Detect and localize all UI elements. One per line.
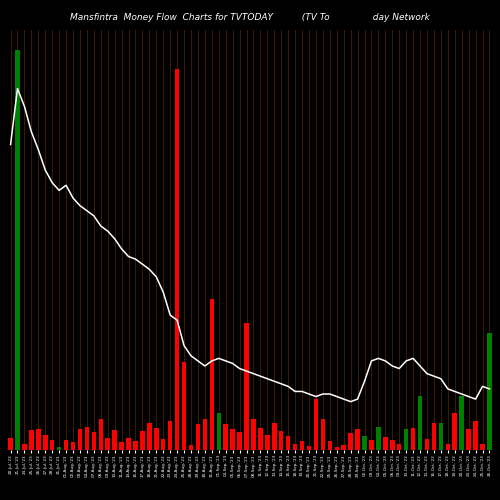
Bar — [147, 422, 152, 450]
Bar — [474, 420, 478, 450]
Bar — [112, 430, 117, 450]
Bar — [320, 418, 325, 450]
Bar — [480, 444, 485, 450]
Bar — [216, 413, 221, 450]
Bar — [438, 422, 443, 450]
Text: Mansfintra  Money Flow  Charts for TVTODAY          (TV To               day Net: Mansfintra Money Flow Charts for TVTODAY… — [70, 12, 430, 22]
Bar — [244, 323, 249, 450]
Bar — [202, 418, 207, 450]
Bar — [120, 442, 124, 450]
Bar — [328, 441, 332, 450]
Bar — [230, 430, 235, 450]
Bar — [390, 440, 394, 450]
Bar — [71, 442, 76, 450]
Bar — [397, 444, 402, 450]
Bar — [182, 362, 186, 450]
Bar — [189, 445, 194, 450]
Bar — [106, 438, 110, 450]
Bar — [487, 333, 492, 450]
Bar — [369, 440, 374, 450]
Bar — [418, 396, 422, 450]
Bar — [210, 298, 214, 450]
Bar — [78, 428, 82, 450]
Bar — [29, 430, 34, 450]
Bar — [466, 428, 471, 450]
Bar — [238, 432, 242, 450]
Bar — [15, 50, 20, 450]
Bar — [22, 444, 26, 450]
Bar — [84, 426, 89, 450]
Bar — [293, 444, 298, 450]
Bar — [460, 396, 464, 450]
Bar — [251, 418, 256, 450]
Bar — [92, 432, 96, 450]
Bar — [432, 422, 436, 450]
Bar — [279, 432, 283, 450]
Bar — [376, 426, 380, 450]
Bar — [452, 413, 457, 450]
Bar — [8, 438, 13, 450]
Bar — [424, 440, 429, 450]
Bar — [175, 69, 180, 450]
Bar — [272, 422, 276, 450]
Bar — [362, 436, 367, 450]
Bar — [258, 428, 262, 450]
Bar — [348, 434, 353, 450]
Bar — [224, 424, 228, 450]
Bar — [404, 430, 408, 450]
Bar — [140, 432, 144, 450]
Bar — [265, 436, 270, 450]
Bar — [306, 446, 311, 450]
Bar — [196, 424, 200, 450]
Bar — [50, 440, 54, 450]
Bar — [57, 447, 62, 450]
Bar — [168, 420, 172, 450]
Bar — [342, 445, 346, 450]
Bar — [286, 436, 290, 450]
Bar — [43, 436, 48, 450]
Bar — [300, 441, 304, 450]
Bar — [161, 440, 166, 450]
Bar — [133, 441, 138, 450]
Bar — [126, 438, 131, 450]
Bar — [334, 447, 339, 450]
Bar — [446, 444, 450, 450]
Bar — [64, 440, 68, 450]
Bar — [154, 428, 158, 450]
Bar — [36, 428, 40, 450]
Bar — [98, 418, 103, 450]
Bar — [383, 438, 388, 450]
Bar — [356, 428, 360, 450]
Bar — [411, 428, 416, 450]
Bar — [314, 399, 318, 450]
